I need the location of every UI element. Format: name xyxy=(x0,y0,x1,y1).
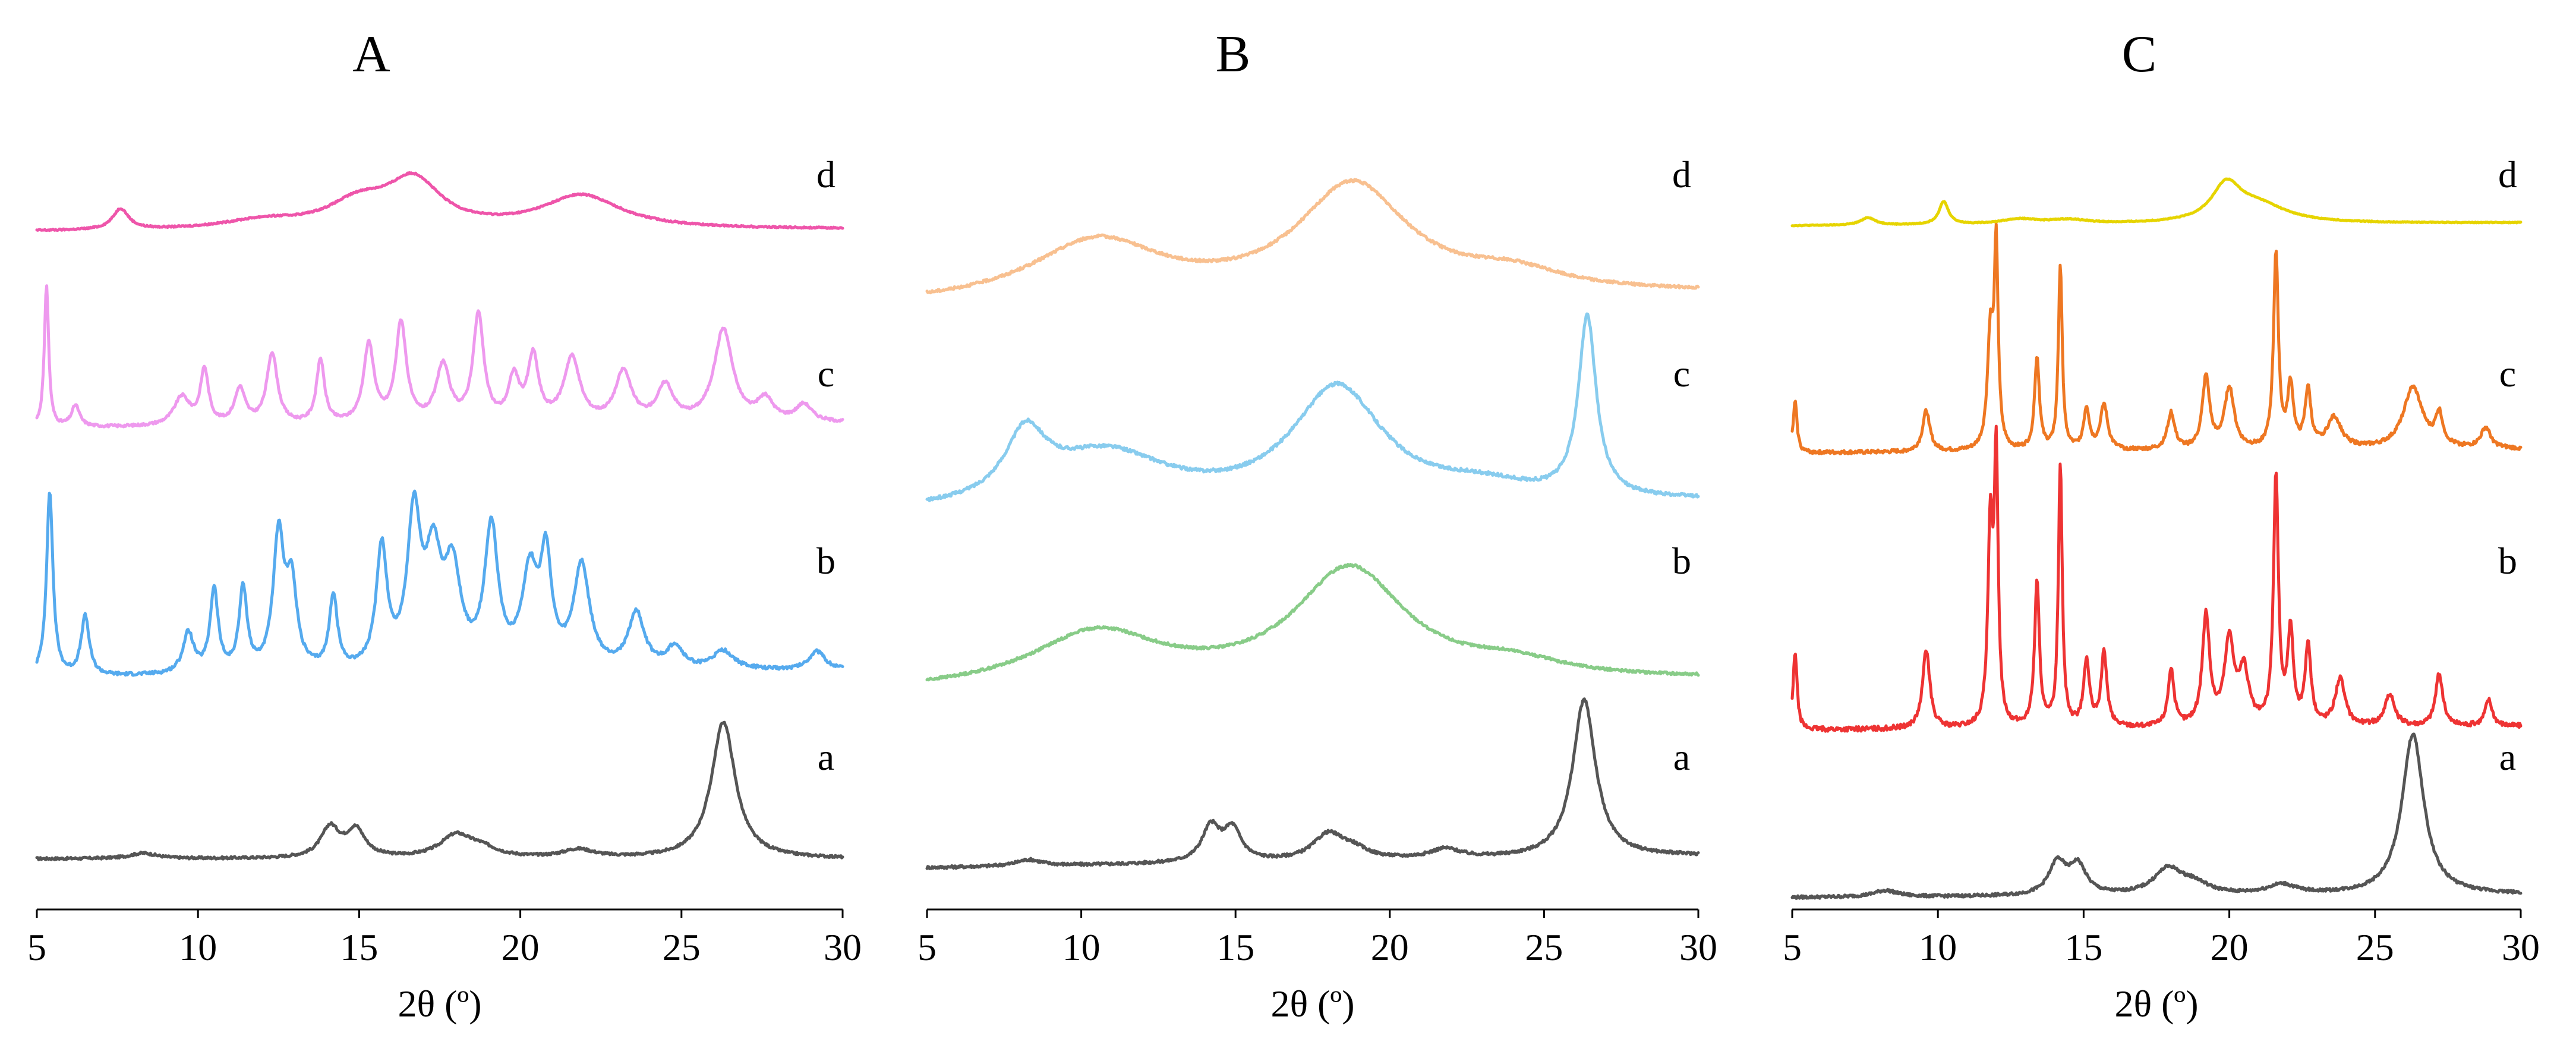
panel-b: B a b c d 5 10 15 20 25 30 2θ (º) xyxy=(917,26,1717,1025)
tick-group: 5 10 15 20 25 30 xyxy=(27,909,862,968)
trace-c xyxy=(925,312,1700,502)
panel-title: C xyxy=(2122,26,2157,83)
x-tick-label: 15 xyxy=(2064,926,2102,968)
trace-label-c: c xyxy=(818,352,834,395)
x-tick-label: 15 xyxy=(340,926,378,968)
x-tick-label: 30 xyxy=(824,926,862,968)
x-tick-label: 5 xyxy=(1783,926,1802,968)
x-tick-label: 5 xyxy=(27,926,46,968)
trace-a xyxy=(35,720,844,861)
panel-title: B xyxy=(1216,26,1251,83)
x-tick-label: 25 xyxy=(2356,926,2394,968)
trace-b xyxy=(925,563,1700,682)
x-axis-label: 2θ (º) xyxy=(1270,983,1354,1025)
x-tick-label: 10 xyxy=(1919,926,1957,968)
trace-label-b: b xyxy=(1672,540,1691,582)
trace-group: a b c d xyxy=(925,153,1700,870)
trace-d xyxy=(35,171,844,232)
trace-label-d: d xyxy=(2498,153,2517,196)
trace-label-a: a xyxy=(2499,736,2516,778)
trace-d xyxy=(1790,177,2523,228)
trace-a xyxy=(1790,732,2523,900)
x-axis-label: 2θ (º) xyxy=(398,983,481,1025)
panel-c: C a b c d 5 10 15 20 25 30 2θ (º) xyxy=(1783,26,2540,1025)
trace-label-a: a xyxy=(818,736,834,778)
x-tick-label: 20 xyxy=(1371,926,1409,968)
trace-c xyxy=(1790,222,2523,455)
x-tick-label: 25 xyxy=(663,926,701,968)
x-tick-label: 30 xyxy=(2502,926,2540,968)
trace-a xyxy=(925,697,1700,870)
x-tick-label: 5 xyxy=(917,926,937,968)
trace-c xyxy=(35,284,844,429)
x-axis-label: 2θ (º) xyxy=(2114,983,2198,1025)
trace-label-d: d xyxy=(816,153,835,196)
x-tick-label: 15 xyxy=(1216,926,1254,968)
x-tick-label: 10 xyxy=(179,926,217,968)
panel-a: A a b c d 5 10 15 20 25 30 2θ (º) xyxy=(27,26,862,1025)
trace-group: a b c d xyxy=(35,153,844,861)
x-tick-label: 20 xyxy=(502,926,540,968)
trace-b xyxy=(1790,424,2523,733)
trace-group: a b c d xyxy=(1790,153,2523,900)
x-tick-label: 10 xyxy=(1062,926,1101,968)
trace-label-c: c xyxy=(1673,352,1690,395)
x-tick-label: 30 xyxy=(1679,926,1717,968)
trace-d xyxy=(925,178,1700,295)
tick-group: 5 10 15 20 25 30 xyxy=(917,909,1717,968)
trace-label-d: d xyxy=(1672,153,1691,196)
x-tick-label: 25 xyxy=(1525,926,1563,968)
trace-b xyxy=(35,489,844,677)
trace-label-a: a xyxy=(1673,736,1690,778)
trace-label-c: c xyxy=(2499,352,2516,395)
trace-label-b: b xyxy=(2498,540,2517,582)
tick-group: 5 10 15 20 25 30 xyxy=(1783,909,2540,968)
trace-label-b: b xyxy=(816,540,835,582)
panel-title: A xyxy=(352,26,390,83)
x-tick-label: 20 xyxy=(2211,926,2249,968)
